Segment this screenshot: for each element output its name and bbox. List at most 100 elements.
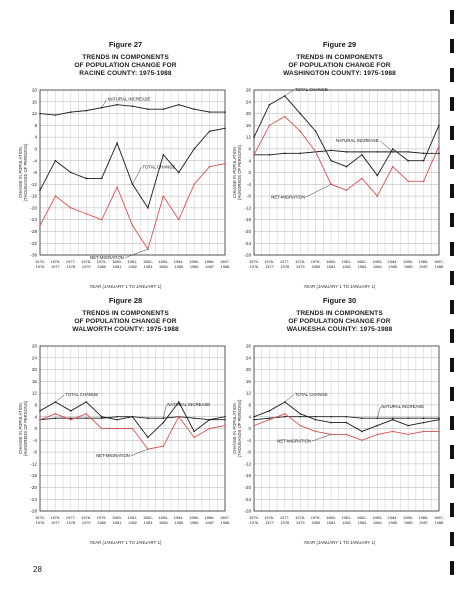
x-tick-label: 1987	[205, 264, 214, 269]
y-tick-label: -8	[247, 194, 252, 199]
data-point	[407, 433, 409, 436]
chart-title: TRENDS IN COMPONENTS OF POPULATION CHANG…	[18, 54, 233, 78]
x-tick-label: 1982	[342, 264, 351, 269]
y-tick-label: -20	[30, 485, 37, 490]
y-tick-label: 28	[246, 344, 252, 349]
y-axis-label: (THOUSANDS OF PERSONS)	[23, 143, 28, 201]
y-axis-label: CHANGE IN POPULATION	[232, 147, 237, 198]
y-tick-label: 20	[246, 367, 252, 372]
data-point	[268, 418, 271, 421]
data-point	[193, 430, 195, 433]
data-point	[116, 186, 118, 189]
data-point	[376, 417, 379, 419]
data-point	[131, 105, 134, 108]
data-point	[284, 412, 286, 415]
chart-title-line: OF POPULATION CHANGE FOR	[74, 318, 177, 325]
x-tick-label: 1983	[358, 264, 367, 269]
data-point	[54, 412, 57, 415]
x-tick-label: 1984-	[174, 515, 185, 520]
x-tick-label: 1984	[159, 520, 168, 525]
x-tick-label: 1981-	[342, 515, 353, 520]
x-tick-label: 1978	[281, 520, 290, 525]
x-tick-label: 1975-	[35, 259, 46, 264]
x-tick-label: 1983-	[372, 515, 383, 520]
data-point	[131, 427, 134, 430]
y-tick-label: 24	[32, 355, 38, 360]
y-tick-label: -28	[244, 509, 251, 514]
annotation-leader	[312, 434, 332, 442]
x-tick-label: 1984-	[388, 515, 399, 520]
annotation-leader	[101, 99, 107, 108]
data-point	[407, 417, 409, 419]
y-tick-label: -16	[244, 473, 251, 478]
data-point	[422, 417, 425, 419]
edge-mark	[450, 300, 454, 314]
x-axis-label: YEAR (JANUARY 1 TO JANUARY 1)	[303, 540, 376, 545]
series-annotation: NET-MIGRATION	[96, 453, 130, 458]
y-tick-label: 4	[248, 414, 251, 419]
x-tick-label: 1981	[327, 264, 336, 269]
data-point	[299, 130, 302, 133]
y-axis-label: (THOUSANDS OF PERSONS)	[237, 399, 242, 457]
data-point	[438, 152, 440, 155]
data-point	[193, 148, 195, 150]
data-point	[330, 415, 332, 418]
x-tick-label: 1985-	[403, 515, 414, 520]
data-point	[361, 430, 363, 433]
data-point	[39, 112, 41, 115]
data-point	[268, 103, 271, 106]
x-tick-label: 1986-	[205, 515, 216, 520]
x-tick-label: 1985	[388, 264, 397, 269]
plot-frame	[253, 89, 440, 256]
data-point	[345, 415, 348, 418]
data-point	[361, 177, 363, 180]
chart-title: TRENDS IN COMPONENTS OF POPULATION CHANG…	[232, 310, 447, 334]
data-point	[54, 195, 57, 197]
edge-mark	[450, 39, 454, 53]
data-point	[284, 152, 286, 155]
data-point	[100, 415, 103, 418]
data-point	[162, 445, 165, 447]
data-point	[268, 410, 271, 412]
x-tick-label: 1984-	[174, 259, 185, 264]
y-tick-label: -20	[244, 485, 251, 490]
data-point	[100, 218, 103, 221]
series-annotation: NATURAL INCREASE	[167, 402, 210, 407]
data-point	[70, 418, 72, 421]
figure-label: Figure 29	[322, 40, 357, 49]
x-tick-label: 1983-	[372, 259, 383, 264]
x-tick-label: 1985-	[189, 259, 200, 264]
x-tick-label: 1978-	[295, 259, 306, 264]
data-point	[162, 421, 165, 424]
data-point	[224, 418, 226, 421]
y-tick-label: -12	[30, 182, 37, 187]
y-tick-label: -12	[244, 461, 251, 466]
data-point	[438, 417, 440, 419]
data-point	[361, 417, 363, 419]
data-point	[361, 439, 363, 442]
plot-frame	[253, 345, 440, 512]
y-tick-label: 24	[246, 99, 252, 104]
data-point	[268, 417, 271, 419]
x-tick-label: 1983-	[158, 515, 169, 520]
data-point	[70, 207, 72, 209]
y-tick-label: 4	[34, 414, 37, 419]
chart-title-line: TRENDS IN COMPONENTS	[82, 54, 169, 61]
y-tick-label: 8	[248, 147, 251, 152]
y-tick-label: 0	[34, 426, 37, 431]
data-point	[39, 418, 41, 421]
data-point	[39, 189, 41, 191]
data-point	[299, 152, 302, 155]
data-point	[391, 418, 394, 421]
x-tick-label: 1979	[296, 520, 305, 525]
data-point	[162, 154, 165, 156]
figure-label: Figure 27	[108, 40, 143, 49]
edge-mark	[450, 242, 454, 256]
x-tick-label: 1976	[36, 520, 45, 525]
edge-mark	[450, 97, 454, 111]
line-chart: 2824201612840-4-8-12-16-20-24-281975-197…	[18, 344, 231, 525]
x-tick-label: 1978-	[295, 515, 306, 520]
x-tick-label: 1981-	[128, 259, 139, 264]
x-axis-label: YEAR (JANUARY 1 TO JANUARY 1)	[89, 540, 162, 545]
data-point	[253, 415, 255, 418]
